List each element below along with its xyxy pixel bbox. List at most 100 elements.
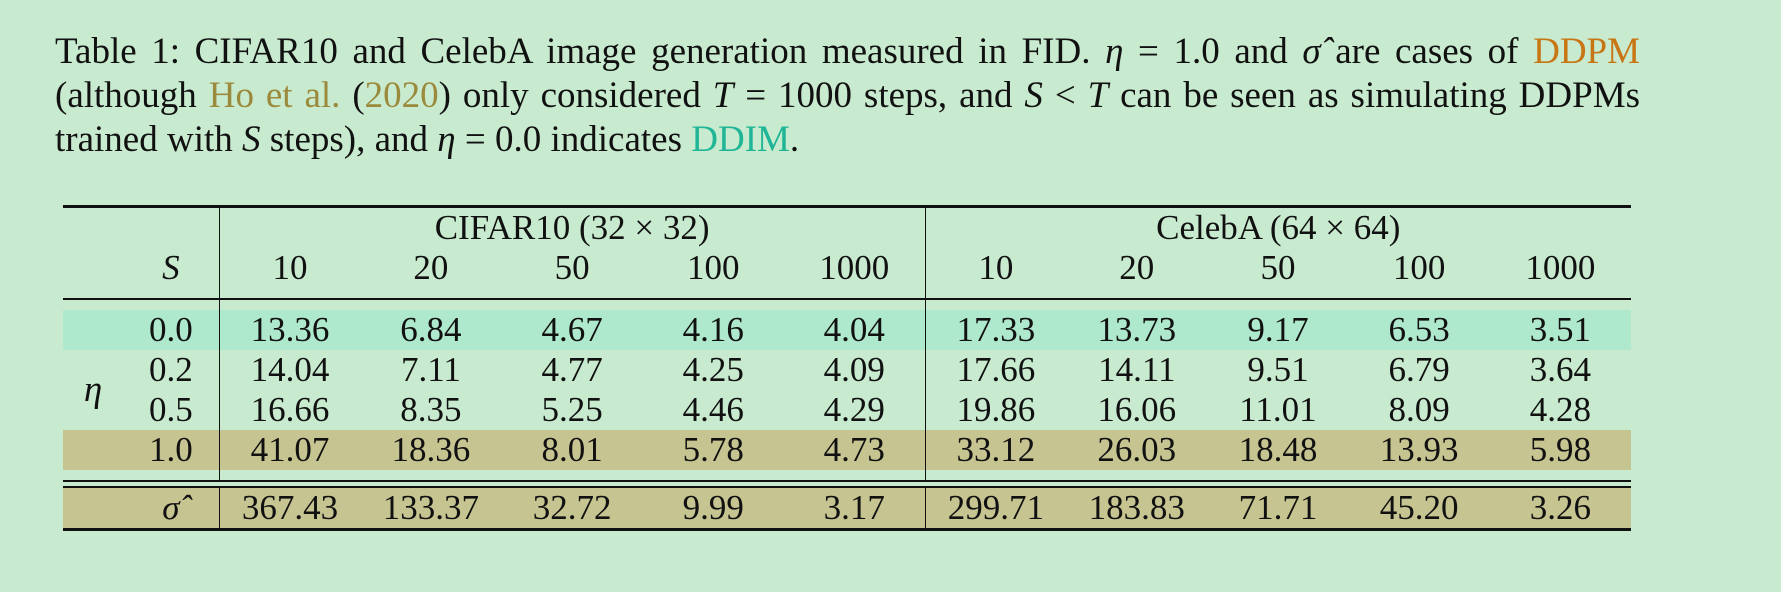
ddim-link[interactable]: DDIM (691, 119, 790, 160)
fid-cell: 13.36 (218, 310, 361, 350)
table-row: 1.0 41.07 18.36 8.01 5.78 4.73 33.12 26.… (63, 430, 1631, 470)
step-header: 1000 (1525, 248, 1596, 287)
fid-cell: 33.12 (924, 430, 1067, 470)
t-symbol: T (1087, 75, 1109, 116)
fid-cell: 367.43 (218, 487, 361, 530)
fid-cell: 16.06 (1097, 390, 1177, 429)
fid-cell: 4.73 (783, 430, 926, 470)
fid-cell: 4.25 (682, 350, 744, 389)
eta-row-label: η (83, 369, 103, 410)
step-header: 50 (1260, 248, 1296, 287)
caption-text: (although (55, 75, 209, 116)
ddpm-link[interactable]: DDPM (1533, 31, 1641, 72)
fid-cell: 4.28 (1529, 390, 1591, 429)
sigma-hat-row-label: σ̂ (123, 487, 220, 530)
s-column-header: S (162, 248, 180, 287)
fid-cell: 13.73 (1066, 310, 1208, 350)
fid-cell: 45.20 (1348, 487, 1490, 530)
fid-cell: 6.84 (360, 310, 502, 350)
fid-cell: 4.77 (541, 350, 603, 389)
eta-value: 0.5 (148, 390, 193, 429)
table-row: 0.5 16.66 8.35 5.25 4.46 4.29 19.86 16.0… (63, 390, 1631, 430)
cifar10-group-header: CIFAR10 (32 × 32) (218, 208, 926, 248)
fid-cell: 8.35 (400, 390, 462, 429)
fid-cell: 71.71 (1207, 487, 1349, 530)
fid-cell: 8.09 (1388, 390, 1450, 429)
eta-symbol: η (437, 119, 456, 160)
eta-value: 1.0 (123, 430, 220, 470)
citation-year-link[interactable]: 2020 (364, 75, 439, 116)
results-table-container: CIFAR10 (32 × 32) CelebA (64 × 64) S 10 … (63, 205, 1631, 555)
caption-text: CIFAR10 and CelebA image generation meas… (180, 31, 1106, 72)
step-header: 20 (1119, 248, 1155, 287)
fid-cell: 26.03 (1066, 430, 1208, 470)
step-header: 1000 (819, 248, 890, 287)
fid-cell: 7.11 (400, 350, 461, 389)
fid-cell: 8.01 (501, 430, 643, 470)
fid-cell: 4.29 (823, 390, 885, 429)
fid-cell: 9.51 (1247, 350, 1309, 389)
sigma-hat-symbol: σ̂ (1302, 31, 1321, 72)
fid-cell: 5.78 (642, 430, 784, 470)
step-header: 10 (218, 248, 361, 288)
celeba-group-header: CelebA (64 × 64) (924, 208, 1631, 248)
fid-cell: 133.37 (360, 487, 502, 530)
fid-cell: 18.36 (360, 430, 502, 470)
fid-cell: 4.09 (823, 350, 885, 389)
fid-cell: 18.48 (1207, 430, 1349, 470)
caption-text: can be seen as simulating DDPMs trained … (55, 75, 1640, 160)
fid-cell: 3.26 (1489, 487, 1631, 530)
t-symbol: T (712, 75, 734, 116)
caption-text: = 1000 steps, and (733, 75, 1025, 116)
fid-cell: 4.67 (501, 310, 643, 350)
bottom-rule (63, 528, 1631, 532)
caption-text: ( (340, 75, 365, 116)
step-header: 50 (554, 248, 590, 287)
fid-cell: 4.04 (783, 310, 926, 350)
caption-label: Table 1: (55, 31, 181, 72)
fid-cell: 299.71 (924, 487, 1067, 530)
step-header: 100 (687, 248, 740, 287)
caption-text: steps), and (260, 119, 438, 160)
top-rule (63, 205, 1631, 209)
fid-cell: 6.53 (1348, 310, 1490, 350)
fid-results-table: CIFAR10 (32 × 32) CelebA (64 × 64) S 10 … (63, 205, 1631, 532)
citation-authors-link[interactable]: Ho et al. (208, 75, 341, 116)
fid-cell: 11.01 (1239, 390, 1317, 429)
fid-cell: 19.86 (924, 390, 1067, 430)
table-row: 0.0 13.36 6.84 4.67 4.16 4.04 17.33 13.7… (63, 310, 1631, 350)
step-header: 100 (1392, 248, 1446, 287)
fid-cell: 3.17 (783, 487, 926, 530)
fid-cell: 13.93 (1348, 430, 1490, 470)
fid-cell: 9.99 (642, 487, 784, 530)
caption-text: < (1042, 75, 1088, 116)
eta-symbol: η (1105, 31, 1124, 72)
fid-cell: 17.33 (924, 310, 1067, 350)
eta-value: 0.0 (123, 310, 220, 350)
caption-text: = 0.0 indicates (455, 119, 692, 160)
table-row: σ̂ 367.43 133.37 32.72 9.99 3.17 299.71 … (63, 487, 1631, 530)
fid-cell: 4.46 (682, 390, 744, 429)
table-row: η 0.2 14.04 7.11 4.77 4.25 4.09 17.66 14… (63, 350, 1631, 410)
fid-cell: 3.64 (1529, 350, 1591, 389)
fid-cell: 5.98 (1489, 430, 1631, 470)
fid-cell: 6.79 (1388, 350, 1450, 389)
step-header: 20 (413, 248, 449, 287)
caption-text: . (789, 119, 800, 160)
eta-value: 0.2 (148, 350, 193, 389)
fid-cell: 4.16 (642, 310, 784, 350)
caption-text: are cases of (1320, 31, 1534, 72)
fid-cell: 14.04 (218, 350, 361, 390)
fid-cell: 183.83 (1066, 487, 1208, 530)
caption-text: = 1.0 and (1123, 31, 1303, 72)
fid-cell: 41.07 (218, 430, 361, 470)
fid-cell: 5.25 (541, 390, 603, 429)
fid-cell: 16.66 (218, 390, 361, 430)
group-header-row: CIFAR10 (32 × 32) CelebA (64 × 64) (63, 208, 1631, 248)
step-header: 10 (924, 248, 1067, 288)
s-symbol: S (242, 119, 261, 160)
caption-text: ) only considered (438, 75, 713, 116)
s-symbol: S (1024, 75, 1043, 116)
double-rule (63, 480, 1631, 488)
fid-cell: 32.72 (501, 487, 643, 530)
